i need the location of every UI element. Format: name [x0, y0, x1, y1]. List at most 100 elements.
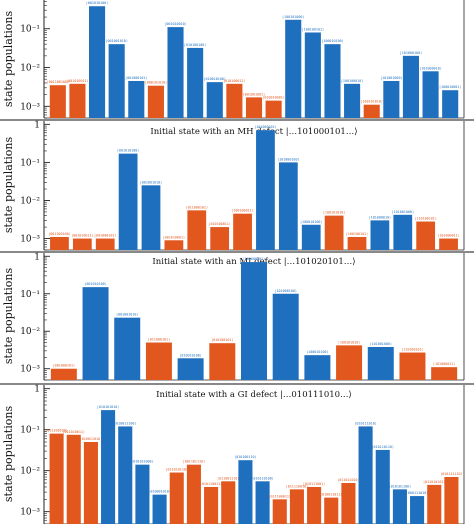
bar	[358, 426, 373, 524]
bar	[304, 355, 331, 380]
bar	[307, 486, 322, 524]
bar	[324, 497, 339, 524]
y-tick-label: 10⁻¹	[20, 158, 40, 168]
y-tick-label: 10⁻¹	[20, 25, 40, 35]
bar-label: |100101010⟩	[323, 211, 345, 215]
bar	[152, 494, 167, 524]
bar-label: |001001010⟩	[116, 313, 138, 317]
bar	[410, 496, 425, 524]
bar-label: |100101000⟩	[282, 15, 304, 19]
bar	[431, 367, 458, 380]
panel-title: Initial state with an MH defect |…101000…	[150, 127, 357, 137]
bar-label: |010011010⟩	[80, 437, 102, 441]
bar	[375, 449, 390, 524]
bar-label: |010011100⟩	[114, 421, 136, 425]
bar	[444, 477, 459, 524]
bar	[177, 358, 204, 380]
bar-label: |101000101⟩	[254, 125, 276, 129]
bar	[241, 262, 267, 380]
y-tick-label: 10⁻³	[20, 102, 40, 112]
bar-label: |010110011⟩	[200, 482, 222, 486]
y-tick-label: 1	[34, 252, 40, 262]
y-tick-label: 10⁻²	[20, 196, 40, 206]
bar-label: |010100100⟩	[184, 43, 206, 47]
bar	[304, 32, 321, 118]
bar	[50, 236, 69, 250]
bar-label: |001010011⟩	[66, 79, 88, 83]
bar-label: |010110100⟩	[251, 476, 273, 480]
bar	[108, 44, 125, 118]
bar-label: |100010100⟩	[321, 39, 343, 43]
bar-label: |101000010⟩	[419, 66, 441, 70]
bar-label: |001000101⟩	[94, 234, 116, 238]
panel-1: 10⁻¹ 10⁻² 10⁻³ state populations |001100100⟩…	[2, 0, 465, 119]
bar	[128, 80, 145, 118]
bar	[442, 90, 459, 118]
bar	[169, 472, 184, 524]
y-tick-label: 10⁻²	[20, 327, 40, 337]
bar	[363, 104, 380, 118]
bar-label: |010101100⟩	[389, 484, 411, 488]
bar	[427, 484, 442, 524]
bar	[186, 464, 201, 524]
bar	[141, 185, 161, 250]
bar	[69, 83, 86, 118]
bar	[83, 442, 98, 524]
bar-label: |001101110⟩	[183, 460, 205, 464]
bar	[209, 343, 236, 380]
bar-label: |011010110⟩	[166, 468, 188, 472]
bar	[114, 317, 141, 380]
bar	[221, 481, 236, 524]
y-axis-label: state populations	[2, 406, 15, 503]
bar	[265, 100, 282, 118]
y-axis-label: state populations	[2, 137, 15, 234]
bar	[66, 434, 81, 524]
bar-label: |011110010⟩	[286, 484, 308, 488]
bar-label: |011011010⟩	[337, 478, 359, 482]
bar-label: |010010001⟩	[262, 96, 284, 100]
bar-label: |110100101⟩	[414, 217, 436, 221]
bar	[272, 499, 287, 524]
y-tick-label: 10⁻³	[20, 508, 40, 518]
bar-label: |100010001⟩	[439, 85, 461, 89]
bar-label: |010101010⟩	[97, 405, 119, 409]
bar-label: |000101010⟩	[145, 81, 167, 85]
bar-label: |001010100⟩	[86, 1, 108, 5]
bar	[187, 210, 207, 250]
bar-label: |011000101⟩	[186, 205, 208, 209]
bar	[245, 97, 263, 118]
bar-label: |001000101⟩	[125, 76, 147, 80]
bar-label: |010011011⟩	[320, 493, 342, 497]
bar-label: |001010011⟩	[71, 234, 93, 238]
bar-label: |101000011⟩	[433, 362, 455, 366]
bar	[233, 213, 252, 250]
bar-label: |001010001⟩	[163, 235, 185, 239]
bar	[336, 345, 363, 380]
y-tick-label: 10⁻¹	[20, 426, 40, 436]
bar	[344, 83, 361, 118]
bar-label: |011100100⟩	[45, 429, 67, 433]
bar-label: |100100011⟩	[231, 209, 253, 213]
bar-label: |011001110⟩	[217, 476, 239, 480]
bar-label: |010101000⟩	[131, 460, 153, 464]
bar	[50, 368, 77, 380]
bar	[324, 44, 341, 118]
y-axis-label: state populations	[2, 11, 15, 108]
y-tick-label: 10⁻²	[20, 64, 40, 74]
bar	[439, 238, 458, 250]
bar	[226, 83, 243, 118]
bar-label: |101000101⟩	[243, 257, 265, 261]
bar	[272, 293, 299, 380]
bar	[95, 238, 115, 250]
bar	[210, 227, 230, 250]
bar-label: |101000010⟩	[369, 215, 391, 219]
bar-label: |101000100⟩	[274, 289, 296, 293]
bar-label: |011010101⟩	[423, 480, 445, 484]
bar	[301, 224, 321, 250]
y-tick-label: 1	[34, 120, 40, 130]
bar	[278, 162, 298, 250]
bar-label: |001010100⟩	[84, 282, 106, 286]
bar-label: |001100100⟩	[48, 232, 70, 236]
bar	[255, 481, 270, 524]
